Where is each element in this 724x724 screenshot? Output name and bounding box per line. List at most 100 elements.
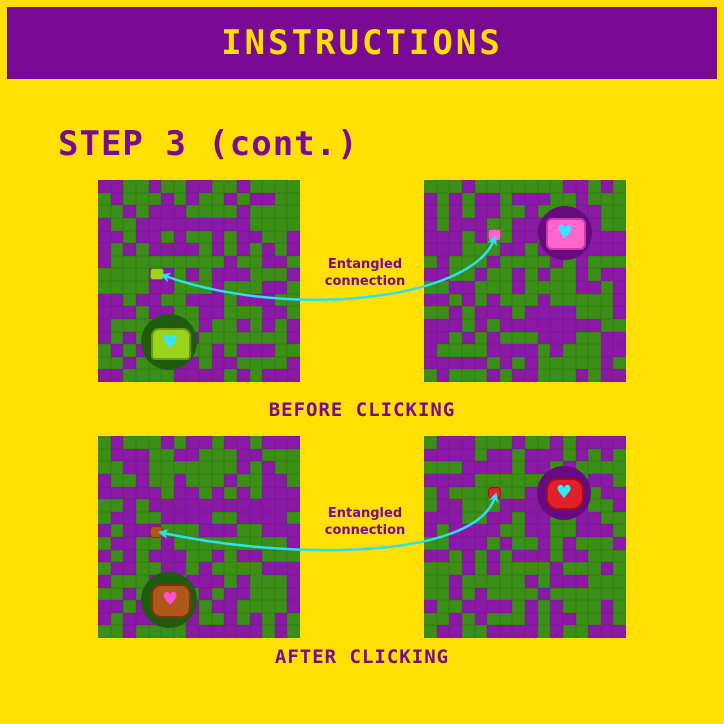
maze-cell	[224, 318, 237, 332]
maze-cell	[575, 192, 589, 206]
maze-cell	[613, 600, 626, 613]
maze-cell	[537, 549, 551, 563]
maze-cell	[186, 180, 199, 193]
maze-cell	[588, 486, 601, 500]
maze-cell	[424, 436, 437, 449]
maze-cell	[110, 192, 124, 206]
maze-cell	[161, 461, 174, 474]
maze-cell	[236, 356, 250, 370]
maze-cell	[512, 436, 525, 449]
maze-cell	[123, 331, 136, 345]
maze-cell	[512, 318, 525, 332]
maze-cell	[550, 331, 563, 345]
before-connection-arrow	[160, 235, 497, 301]
maze-cell	[512, 499, 525, 512]
maze-cell	[199, 293, 212, 307]
maze-cell	[424, 600, 437, 613]
maze-cell	[512, 268, 525, 281]
maze-cell	[249, 574, 263, 588]
maze-cell	[449, 217, 462, 231]
maze-cell	[274, 217, 288, 231]
maze-cell	[525, 587, 538, 601]
maze-cell	[224, 461, 237, 474]
maze-cell	[499, 306, 513, 319]
maze-cell	[186, 448, 199, 462]
after-caption: AFTER CLICKING	[274, 646, 450, 668]
maze-cell	[274, 331, 288, 345]
maze-cell	[600, 448, 614, 462]
maze-cell	[613, 486, 626, 500]
maze-cell	[487, 562, 500, 575]
maze-cell	[499, 600, 513, 613]
maze-cell	[562, 600, 576, 613]
page-title: INSTRUCTIONS	[221, 23, 503, 63]
maze-cell	[600, 243, 614, 256]
maze-cell	[110, 356, 124, 370]
maze-cell	[436, 217, 450, 231]
maze-cell	[575, 448, 589, 462]
maze-cell	[186, 293, 199, 307]
maze-cell	[461, 192, 475, 206]
maze-cell	[173, 217, 187, 231]
maze-cell	[274, 436, 288, 449]
maze-cell	[487, 612, 500, 626]
maze-cell	[224, 600, 237, 613]
maze-cell	[474, 331, 488, 345]
maze-cell	[186, 473, 199, 487]
maze-cell	[98, 192, 111, 206]
maze-cell	[487, 281, 500, 294]
maze-cell	[135, 511, 149, 525]
maze-cell	[588, 205, 601, 218]
maze-cell	[249, 436, 263, 449]
maze-cell	[461, 281, 475, 294]
maze-cell	[211, 587, 225, 601]
red-pig-icon[interactable]: ♥	[546, 478, 584, 510]
maze-cell	[562, 369, 576, 382]
maze-cell	[600, 217, 614, 231]
maze-cell	[512, 217, 525, 231]
maze-cell	[575, 318, 589, 332]
maze-cell	[424, 192, 437, 206]
maze-cell	[499, 473, 513, 487]
maze-cell	[499, 268, 513, 281]
green-turtle-icon[interactable]: ♥	[151, 328, 191, 360]
maze-cell	[274, 318, 288, 332]
maze-cell	[135, 243, 149, 256]
maze-cell	[199, 318, 212, 332]
maze-cell	[173, 192, 187, 206]
maze-cell	[525, 436, 538, 449]
maze-cell	[224, 448, 237, 462]
maze-cell	[499, 448, 513, 462]
maze-cell	[525, 217, 538, 231]
maze-cell	[499, 331, 513, 345]
brown-turtle-icon[interactable]: ♥	[151, 584, 191, 618]
maze-cell	[525, 306, 538, 319]
maze-cell	[123, 625, 136, 638]
maze-cell	[199, 205, 212, 218]
pink-pig-icon[interactable]: ♥	[546, 218, 586, 250]
maze-cell	[613, 574, 626, 588]
maze-cell	[110, 574, 124, 588]
maze-cell	[613, 255, 626, 269]
maze-cell	[436, 587, 450, 601]
maze-cell	[199, 180, 212, 193]
maze-cell	[98, 369, 111, 382]
maze-cell	[512, 600, 525, 613]
maze-cell	[262, 369, 275, 382]
maze-cell	[550, 318, 563, 332]
maze-cell	[600, 499, 614, 512]
maze-cell	[110, 461, 124, 474]
maze-cell	[525, 562, 538, 575]
maze-cell	[436, 612, 450, 626]
maze-cell	[199, 625, 212, 638]
maze-cell	[199, 306, 212, 319]
maze-cell	[436, 473, 450, 487]
connection-label-line1: Entangled	[327, 257, 403, 272]
maze-cell	[537, 318, 551, 332]
maze-cell	[148, 436, 162, 449]
maze-cell	[224, 344, 237, 357]
maze-cell	[525, 268, 538, 281]
maze-cell	[287, 318, 300, 332]
maze-cell	[449, 587, 462, 601]
maze-cell	[224, 612, 237, 626]
